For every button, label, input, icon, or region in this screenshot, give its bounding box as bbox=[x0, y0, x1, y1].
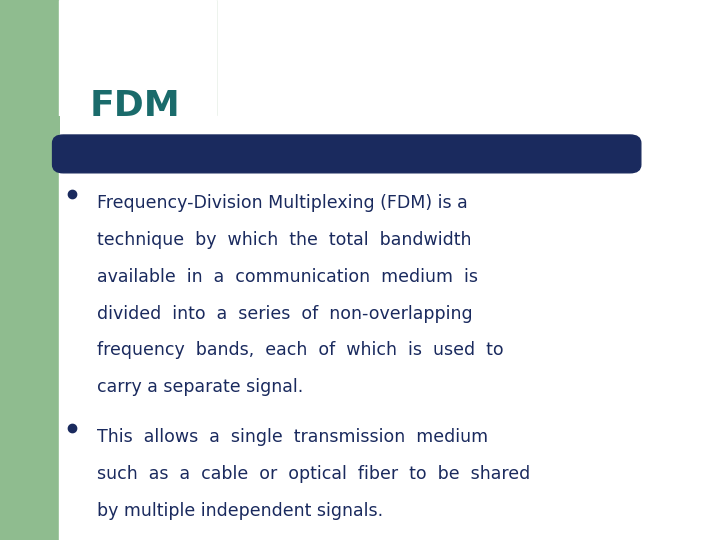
Text: available  in  a  communication  medium  is: available in a communication medium is bbox=[97, 268, 478, 286]
Bar bbox=[59, 116, 720, 540]
Text: such  as  a  cable  or  optical  fiber  to  be  shared: such as a cable or optical fiber to be s… bbox=[97, 465, 531, 483]
Text: technique  by  which  the  total  bandwidth: technique by which the total bandwidth bbox=[97, 231, 472, 249]
Bar bbox=[0, 0, 216, 116]
Text: Frequency-Division Multiplexing (FDM) is a: Frequency-Division Multiplexing (FDM) is… bbox=[97, 194, 468, 212]
FancyBboxPatch shape bbox=[53, 135, 641, 173]
Text: This  allows  a  single  transmission  medium: This allows a single transmission medium bbox=[97, 428, 488, 446]
Text: divided  into  a  series  of  non-overlapping: divided into a series of non-overlapping bbox=[97, 305, 473, 322]
Text: FDM: FDM bbox=[90, 89, 181, 123]
Polygon shape bbox=[59, 116, 94, 168]
Bar bbox=[59, 0, 216, 116]
Text: frequency  bands,  each  of  which  is  used  to: frequency bands, each of which is used t… bbox=[97, 341, 504, 359]
Text: by multiple independent signals.: by multiple independent signals. bbox=[97, 502, 383, 519]
Circle shape bbox=[59, 116, 128, 168]
Bar bbox=[0, 0, 59, 540]
Text: carry a separate signal.: carry a separate signal. bbox=[97, 378, 303, 396]
